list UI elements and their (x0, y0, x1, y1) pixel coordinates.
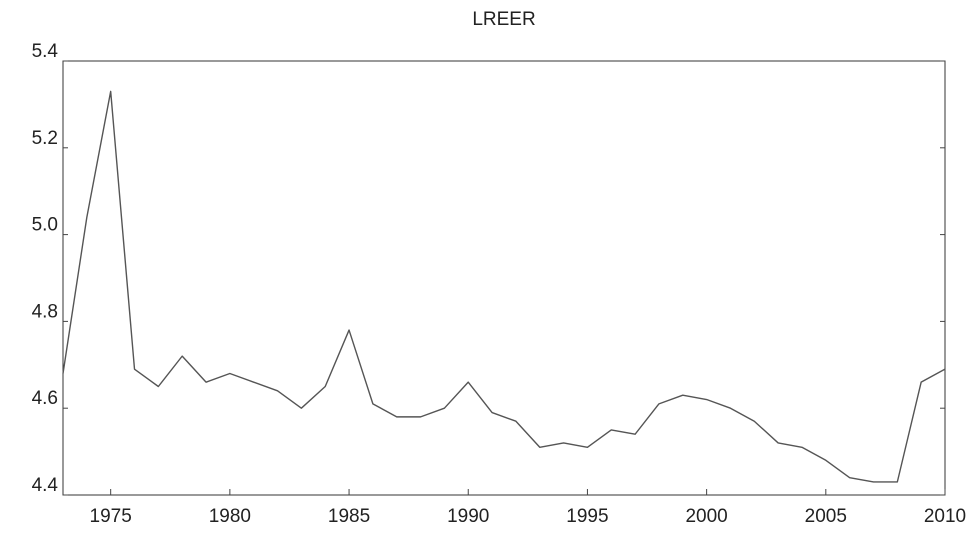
y-tick-label: 5.2 (32, 128, 58, 149)
x-tick-label: 1990 (447, 506, 489, 527)
y-tick-label: 4.4 (32, 475, 59, 496)
chart-title: LREER (472, 9, 535, 30)
x-tick-label: 1975 (90, 506, 132, 527)
data-line (62, 90, 946, 483)
y-tick-label: 5.4 (32, 41, 59, 62)
x-tick-label: 2010 (924, 506, 966, 527)
y-tick-label: 4.8 (32, 301, 58, 322)
x-tick-label: 1995 (566, 506, 608, 527)
y-tick-label: 5.0 (32, 215, 58, 236)
x-tick-label: 1985 (328, 506, 370, 527)
x-tick-label: 2000 (685, 506, 727, 527)
y-tick-label: 4.6 (32, 388, 58, 409)
x-tick-label: 1980 (209, 506, 251, 527)
x-tick-label: 2005 (805, 506, 847, 527)
plot-frame (62, 60, 946, 496)
